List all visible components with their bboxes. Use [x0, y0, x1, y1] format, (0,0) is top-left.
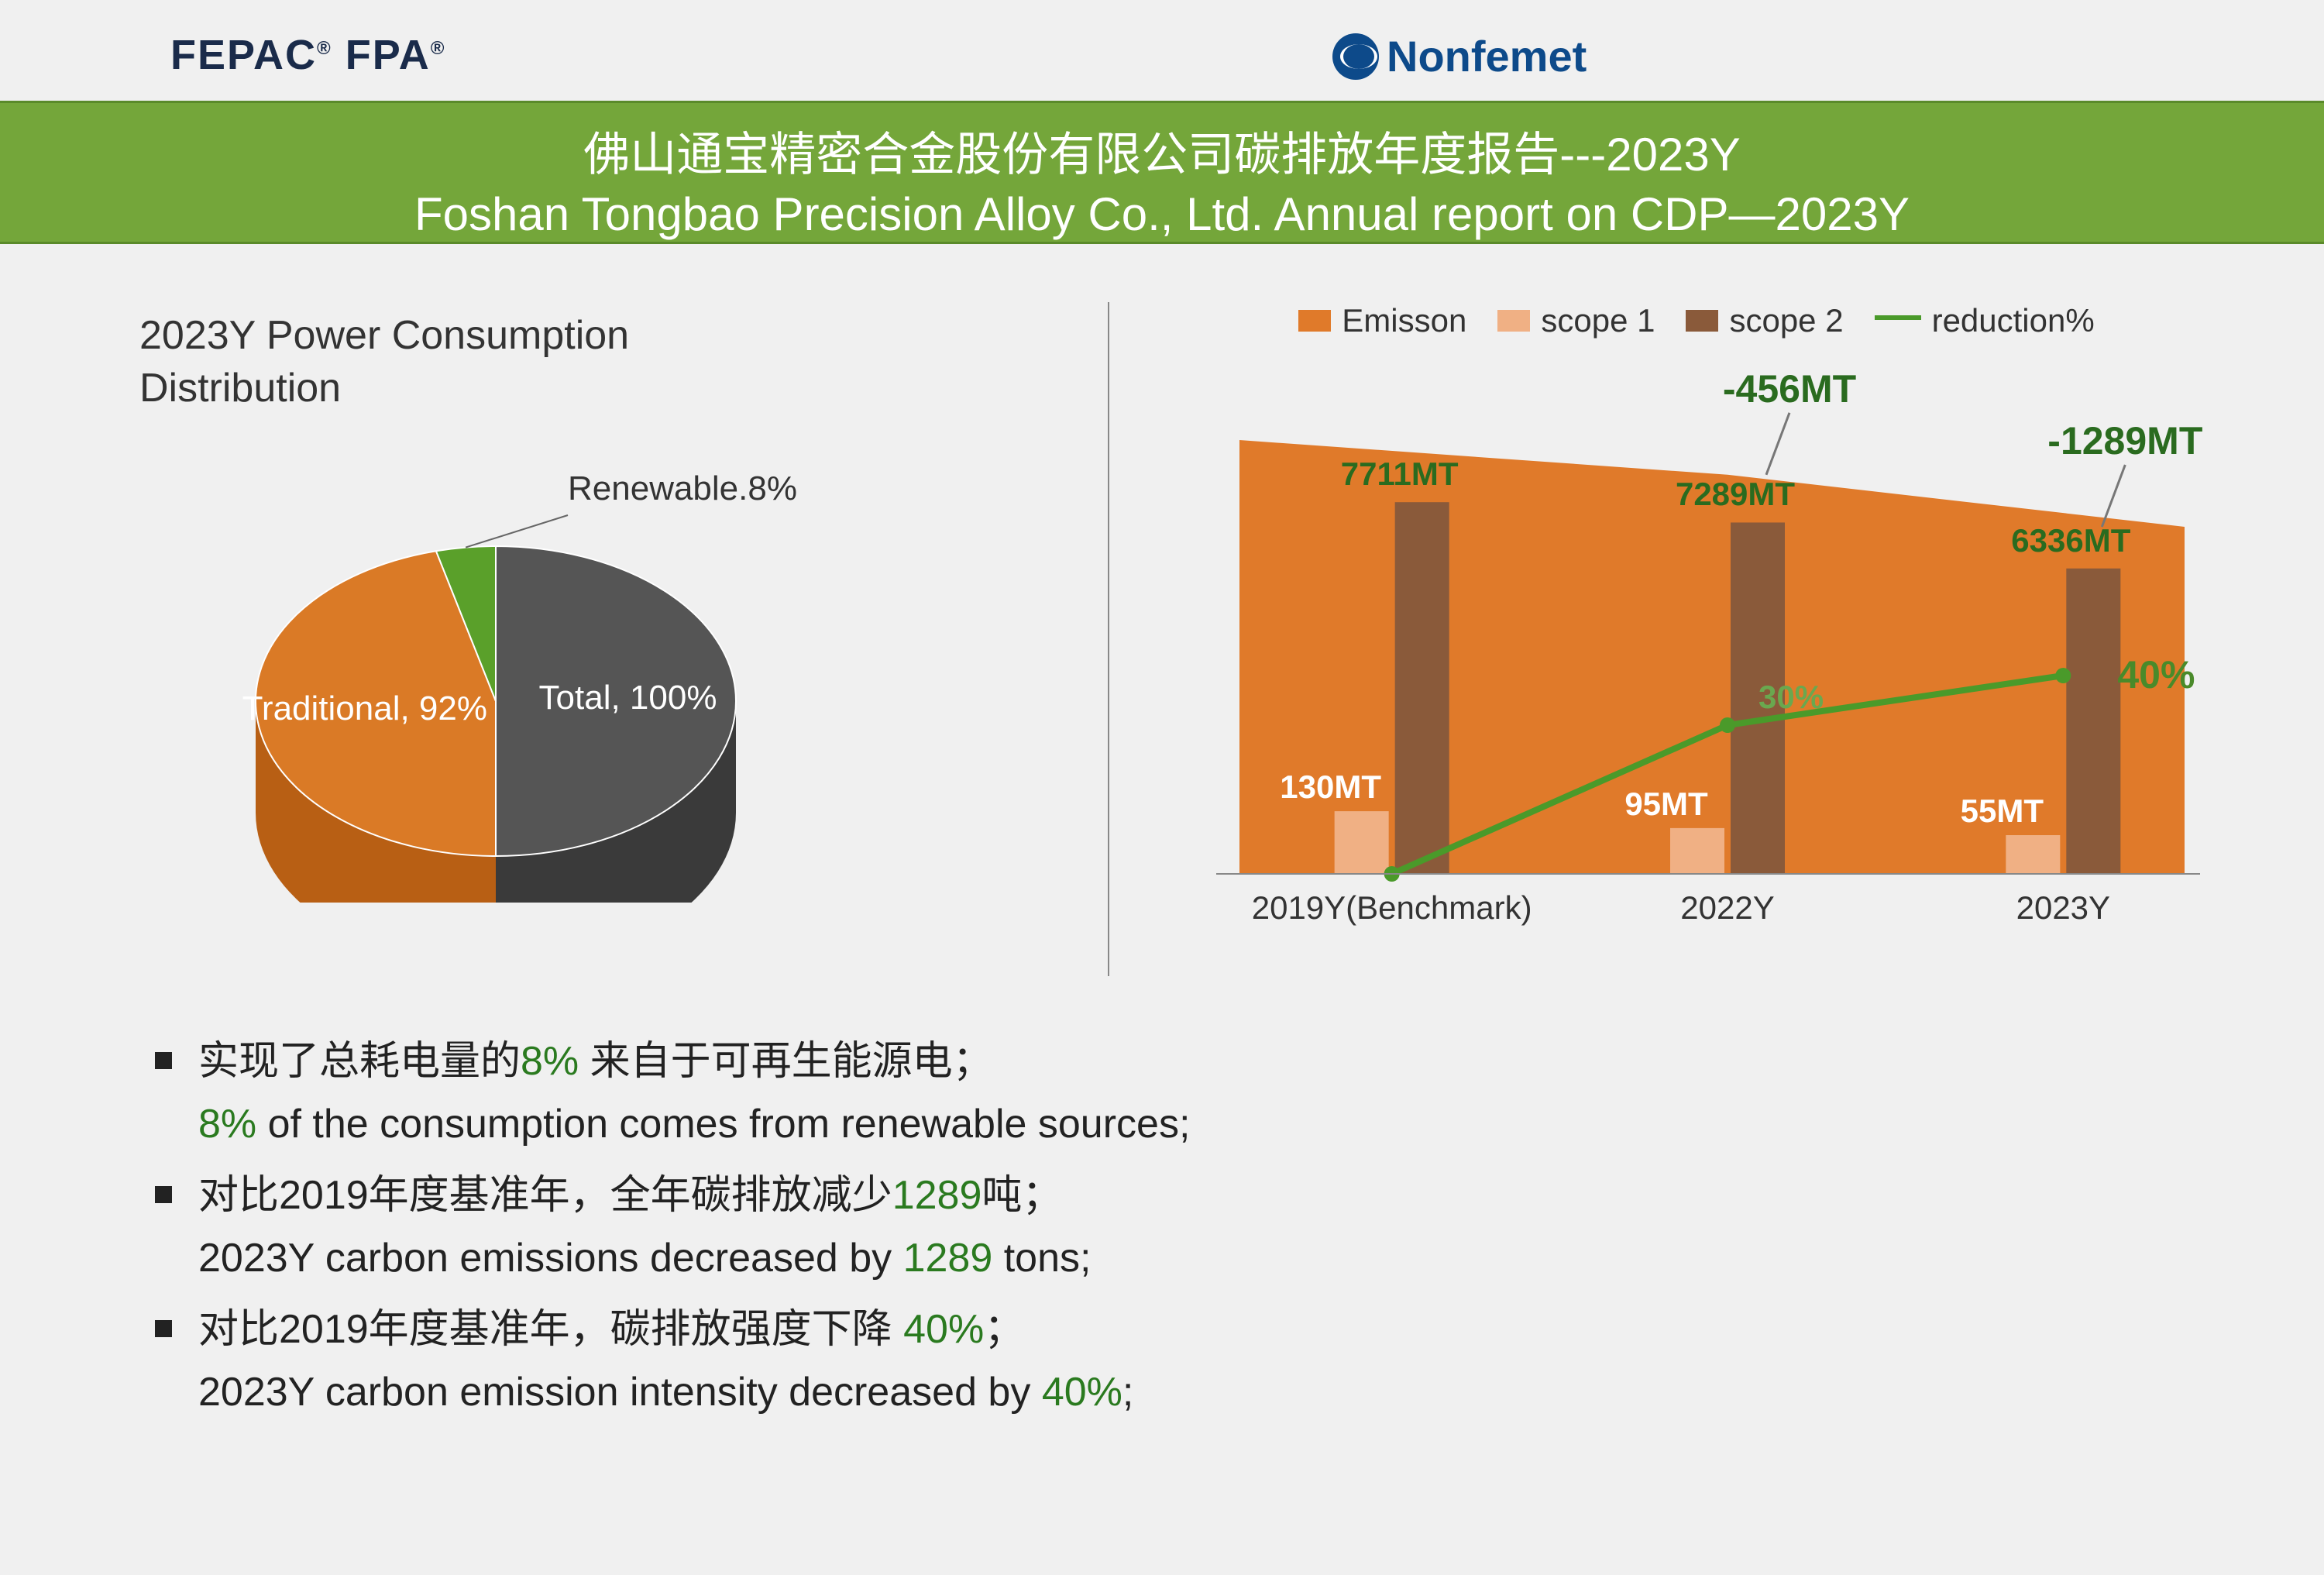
logo-row: FEPAC® FPA® Nonfemet: [0, 23, 2324, 101]
combo-section: Emisson scope 1 scope 2 reduction% 2019Y…: [1162, 302, 2231, 976]
chart-label: 40%: [2117, 652, 2195, 697]
chart-label: 6336MT: [2011, 522, 2130, 559]
legend-swatch-scope2: [1686, 310, 1718, 332]
chart-label: 7711MT: [1341, 456, 1459, 493]
legend-swatch-reduction: [1875, 315, 1921, 320]
chart-label: 2019Y(Benchmark): [1252, 889, 1532, 927]
chart-label: 2023Y: [2016, 889, 2110, 927]
title-zh: 佛山通宝精密合金股份有限公司碳排放年度报告---2023Y: [0, 117, 2324, 184]
legend-swatch-scope1: [1497, 310, 1530, 332]
logo-fpa-text: FPA: [346, 32, 431, 78]
bullet-list: 实现了总耗电量的8% 来自于可再生能源电；8% of the consumpti…: [155, 1030, 2014, 1433]
title-en: Foshan Tongbao Precision Alloy Co., Ltd.…: [0, 187, 2324, 241]
bullet-item: 对比2019年度基准年，碳排放强度下降 40%；2023Y carbon emi…: [155, 1298, 2014, 1423]
combo-chart: 2019Y(Benchmark) 7711MT 2022Y 7289MT 2023Y 63…: [1193, 347, 2200, 951]
bullet-item: 对比2019年度基准年，全年碳排放减少1289吨；2023Y carbon em…: [155, 1164, 2014, 1289]
vertical-divider: [1108, 302, 1109, 976]
pie-section: 2023Y Power Consumption Distribution Tot…: [139, 310, 992, 903]
registered-mark: ®: [431, 38, 446, 59]
pie-chart: Total, 100% Traditional, 92% Renewable.8%: [201, 438, 837, 903]
logo-nonfemet-text: Nonfemet: [1387, 31, 1587, 81]
pie-title-l1: 2023Y Power Consumption: [139, 313, 629, 358]
svg-text:Total, 100%: Total, 100%: [539, 679, 717, 717]
logo-fepac-text: FEPAC: [170, 32, 317, 78]
pie-title-l2: Distribution: [139, 366, 341, 411]
pie-svg: Total, 100% Traditional, 92% Renewable.8%: [201, 438, 837, 903]
bullet-item: 实现了总耗电量的8% 来自于可再生能源电；8% of the consumpti…: [155, 1030, 2014, 1155]
pie-title: 2023Y Power Consumption Distribution: [139, 310, 992, 414]
legend-label-emission: Emisson: [1342, 302, 1466, 339]
content: 2023Y Power Consumption Distribution Tot…: [0, 279, 2324, 1575]
chart-label: 2022Y: [1680, 889, 1774, 927]
chart-label: 130MT: [1280, 769, 1381, 806]
legend-label-reduction: reduction%: [1932, 302, 2095, 339]
chart-label: 7289MT: [1676, 476, 1795, 513]
chart-label: -1289MT: [2047, 418, 2202, 463]
legend-scope2: scope 2: [1686, 302, 1843, 339]
legend-swatch-emission: [1298, 310, 1331, 332]
page: FEPAC® FPA® Nonfemet 佛山通宝精密合金股份有限公司碳排放年度…: [0, 0, 2324, 1575]
combo-legend: Emisson scope 1 scope 2 reduction%: [1162, 302, 2231, 339]
legend-reduction: reduction%: [1875, 302, 2095, 339]
legend-scope1: scope 1: [1497, 302, 1655, 339]
chart-label: -456MT: [1723, 366, 1856, 411]
globe-icon: [1332, 33, 1379, 80]
chart-label: 55MT: [1961, 793, 2044, 830]
chart-label: 95MT: [1624, 786, 1707, 823]
chart-label: 30%: [1758, 679, 1824, 716]
legend-emission: Emisson: [1298, 302, 1466, 339]
registered-mark: ®: [317, 38, 332, 59]
legend-label-scope1: scope 1: [1541, 302, 1655, 339]
svg-text:Renewable.8%: Renewable.8%: [568, 469, 797, 507]
legend-label-scope2: scope 2: [1729, 302, 1843, 339]
svg-text:Traditional, 92%: Traditional, 92%: [242, 689, 487, 727]
logo-fepac: FEPAC® FPA®: [170, 31, 445, 79]
logo-nonfemet: Nonfemet: [1332, 31, 1587, 81]
title-banner: 佛山通宝精密合金股份有限公司碳排放年度报告---2023Y Foshan Ton…: [0, 101, 2324, 244]
